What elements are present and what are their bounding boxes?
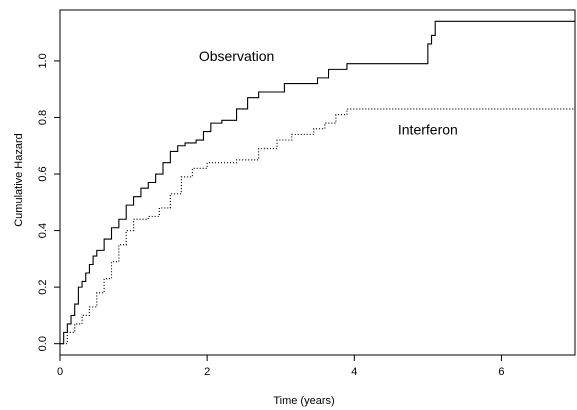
x-tick-label-1: 2	[204, 366, 210, 378]
y-tick-label-2: 0.4	[37, 223, 49, 238]
x-axis-title: Time (years)	[273, 395, 334, 407]
y-tick-label-3: 0.6	[37, 166, 49, 181]
series-layer	[60, 20, 575, 345]
x-tick-label-3: 6	[498, 366, 504, 378]
annotation-layer: Observation Interferon	[199, 48, 458, 138]
series-label-interferon: Interferon	[398, 121, 458, 137]
y-axis: 0.0 0.2 0.4 0.6 0.8 1.0	[37, 53, 60, 351]
y-tick-label-1: 0.2	[37, 279, 49, 294]
series-label-observation: Observation	[199, 48, 274, 64]
y-tick-label-5: 1.0	[37, 53, 49, 68]
x-tick-label-2: 4	[351, 366, 357, 378]
y-axis-title: Cumulative Hazard	[13, 133, 25, 227]
y-tick-label-4: 0.8	[37, 110, 49, 125]
plot-frame	[59, 9, 576, 356]
x-tick-label-0: 0	[57, 366, 63, 378]
series-line-interferon	[60, 108, 575, 345]
y-tick-label-0: 0.0	[37, 336, 49, 351]
x-axis: 0 2 4 6	[57, 355, 504, 378]
series-line-observation	[60, 20, 575, 345]
